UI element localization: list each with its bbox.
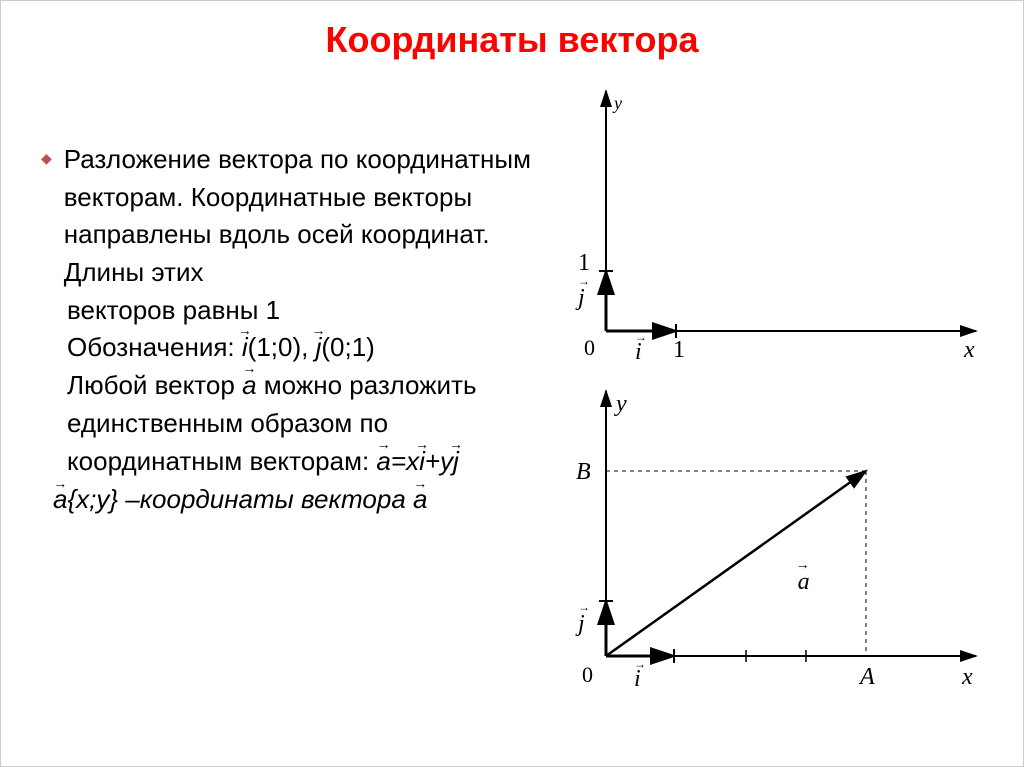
vector-a-final1: a→ <box>53 484 67 515</box>
diamond-bullet-icon: ◆ <box>41 150 52 167</box>
final-mid: {x;y} –координаты вектора <box>67 484 413 514</box>
svg-text:→: → <box>578 600 590 614</box>
svg-text:0: 0 <box>584 335 595 360</box>
left-column: ◆ Разложение вектора по координатным век… <box>41 81 531 721</box>
vector-a-final2: a→ <box>413 484 427 515</box>
svg-text:→: → <box>635 330 647 344</box>
right-column: yx011j→i→ yx0BAa→j→i→ <box>531 81 1013 721</box>
para4-prefix: Любой вектор <box>67 370 242 400</box>
paragraph-4: Любой вектор a→ можно разложить единстве… <box>41 367 531 480</box>
j-coords: (0;1) <box>321 332 374 362</box>
svg-text:y: y <box>612 93 622 113</box>
svg-text:j: j <box>575 611 585 637</box>
svg-text:x: x <box>963 337 975 361</box>
paragraph-2: векторов равны 1 <box>41 292 531 330</box>
svg-text:→: → <box>578 274 590 288</box>
final-line: a→{x;y} –координаты вектора a→ <box>41 484 531 515</box>
svg-text:1: 1 <box>673 337 685 361</box>
label-notation: Обозначения: <box>67 332 235 362</box>
vector-a-inline: a→ <box>242 367 256 405</box>
diagram-1-unit-vectors: yx011j→i→ <box>546 81 986 361</box>
svg-text:1: 1 <box>578 250 590 276</box>
paragraph-1: Разложение вектора по координатным векто… <box>64 141 531 292</box>
page-title: Координаты вектора <box>1 1 1023 61</box>
svg-text:x: x <box>961 664 973 690</box>
bullet-block: ◆ Разложение вектора по координатным век… <box>41 141 531 292</box>
svg-text:B: B <box>576 459 591 485</box>
content-area: ◆ Разложение вектора по координатным век… <box>1 61 1023 721</box>
vector-a-eq: a→ <box>376 443 390 481</box>
i-coords: (1;0), <box>248 332 309 362</box>
svg-text:0: 0 <box>582 662 593 687</box>
vector-j-eq: j→ <box>453 443 459 481</box>
svg-text:→: → <box>796 558 810 573</box>
diagram-2-vector-a: yx0BAa→j→i→ <box>546 381 986 701</box>
svg-text:j: j <box>575 285 585 311</box>
vector-j-inline: j→ <box>316 329 322 367</box>
svg-text:y: y <box>614 391 627 417</box>
svg-text:→: → <box>634 657 646 671</box>
paragraph-3: Обозначения: i→(1;0), j→(0;1) <box>41 329 531 367</box>
svg-text:A: A <box>858 664 875 690</box>
